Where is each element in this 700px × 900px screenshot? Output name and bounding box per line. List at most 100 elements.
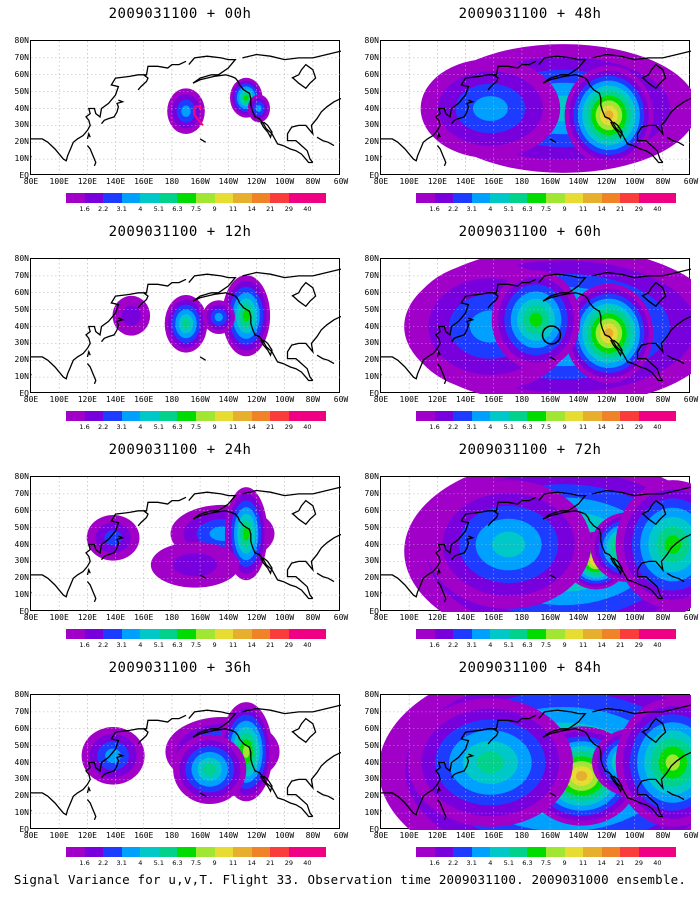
colorbar-swatch [270, 193, 289, 203]
lat-tick-label: 80N [14, 472, 29, 481]
lon-tick-label: 180 [514, 831, 530, 840]
colorbar-swatch [121, 847, 141, 857]
lat-tick-label: 10N [364, 590, 379, 600]
colorbar-swatch [657, 193, 677, 203]
lon-tick-label: 120W [596, 831, 617, 840]
panel-title: 2009031100 + 36h [108, 660, 252, 676]
colorbar-label: 9 [212, 641, 217, 649]
colorbar-swatch [251, 847, 271, 857]
colorbar-swatch [270, 411, 289, 421]
lat-tick-label: 20N [14, 791, 29, 801]
lon-tick-label: 80E [23, 613, 39, 622]
colorbar-swatch [508, 629, 528, 639]
lat-tick-label: EQ [19, 607, 29, 616]
colorbar-label: 14 [247, 423, 256, 431]
lat-tick-label: 80N [14, 36, 29, 45]
lat-tick-label: 60N [364, 723, 379, 733]
colorbar-label: 2.2 [97, 641, 109, 649]
lon-tick-label: 100W [624, 177, 645, 186]
colorbar-swatch [214, 629, 234, 639]
lon-tick-label: 120E [77, 177, 97, 186]
colorbar-label: 2.2 [97, 205, 109, 213]
colorbar-labels: 1.6 2.2 3.1 4 5.1 6.3 7.5 9 11 14 21 29 40 [66, 206, 326, 214]
lon-tick-label: 60W [683, 177, 699, 186]
colorbar-swatch [453, 193, 472, 203]
lat-tick-label: 50N [14, 86, 29, 96]
lat-tick-label: EQ [369, 607, 379, 616]
colorbar-label: 1.6 [429, 205, 440, 213]
colorbar-swatch [270, 847, 289, 857]
colorbar-label: 9 [562, 859, 567, 867]
colorbar-label: 40 [303, 205, 312, 213]
colorbar-label: 29 [284, 205, 293, 213]
colorbar-swatch [307, 629, 327, 639]
lon-tick-label: 140E [455, 177, 476, 186]
colorbar-swatch [214, 193, 234, 203]
colorbar-label: 29 [634, 423, 643, 431]
colorbar-label: 4 [488, 423, 493, 431]
colorbar-swatch [583, 411, 602, 421]
colorbar-swatch [657, 629, 677, 639]
colorbar-swatch [546, 193, 565, 203]
colorbar-swatch [490, 629, 509, 639]
colorbar-swatch [84, 411, 104, 421]
lon-tick-label: 160W [540, 395, 560, 404]
lat-tick-label: EQ [369, 825, 379, 834]
colorbar-swatch [527, 847, 547, 857]
colorbar-label: 3.1 [116, 423, 127, 431]
colorbar-swatch [490, 193, 509, 203]
colorbar-label: 3.1 [466, 205, 477, 213]
lat-tick-label: 10N [364, 808, 379, 818]
colorbar-label: 40 [303, 423, 312, 431]
lon-tick-label: 180 [164, 177, 180, 186]
lat-tick-label: 70N [364, 270, 379, 280]
lat-tick-label: 70N [14, 488, 29, 498]
colorbar-label: 6.3 [522, 641, 533, 649]
colorbar-label: 40 [653, 205, 662, 213]
lon-tick-label: 140E [455, 613, 476, 622]
lat-tick-label: 40N [364, 321, 379, 331]
colorbar-swatch [527, 629, 547, 639]
panel-title: 2009031100 + 48h [458, 6, 602, 22]
colorbar-swatch [434, 629, 454, 639]
lon-tick-label: 60W [683, 395, 699, 404]
colorbar-label: 2.2 [97, 423, 109, 431]
lat-tick-label: 40N [14, 103, 29, 113]
lon-tick-label: 180 [164, 395, 180, 404]
colorbar-swatch [620, 411, 639, 421]
colorbar-swatch [103, 411, 122, 421]
lon-tick-label: 140E [105, 177, 126, 186]
lat-tick-label: 70N [364, 706, 379, 716]
colorbar-label: 40 [653, 423, 662, 431]
lon-tick-label: 160E [484, 613, 504, 622]
colorbar-label: 1.6 [79, 423, 90, 431]
lat-tick-label: 70N [14, 270, 29, 280]
colorbar-swatch [66, 847, 85, 857]
colorbar-swatch [140, 847, 159, 857]
colorbar-label: 40 [303, 641, 312, 649]
lon-tick-label: 80W [305, 831, 321, 840]
colorbar-labels: 1.6 2.2 3.1 4 5.1 6.3 7.5 9 11 14 21 29 40 [416, 424, 676, 432]
lat-tick-label: 20N [364, 791, 379, 801]
lat-tick-label: 30N [364, 774, 379, 784]
map-plot: 80N 70N 60N 50N 40N 30N 20N 10N EQ 80E 100E 120E 140… [365, 37, 699, 186]
colorbar-label: 5.1 [153, 859, 165, 867]
colorbar [416, 629, 677, 639]
colorbar-label: 6.3 [172, 205, 183, 213]
colorbar-swatch [214, 847, 234, 857]
lon-tick-label: 160W [190, 831, 210, 840]
lon-tick-label: 180 [514, 395, 530, 404]
colorbar-label: 6.3 [172, 423, 183, 431]
lon-tick-label: 140W [218, 177, 238, 186]
lon-tick-label: 100W [624, 395, 645, 404]
lon-tick-label: 120E [427, 831, 447, 840]
lat-tick-label: 70N [14, 706, 29, 716]
lat-tick-label: 30N [14, 120, 29, 130]
lon-tick-label: 160E [134, 395, 154, 404]
lon-tick-label: 120W [596, 395, 617, 404]
colorbar-label: 6.3 [172, 859, 183, 867]
colorbar-label: 14 [597, 205, 606, 213]
lat-tick-label: 60N [14, 505, 29, 515]
colorbar-label: 40 [303, 859, 312, 867]
colorbar-label: 3.1 [116, 859, 127, 867]
